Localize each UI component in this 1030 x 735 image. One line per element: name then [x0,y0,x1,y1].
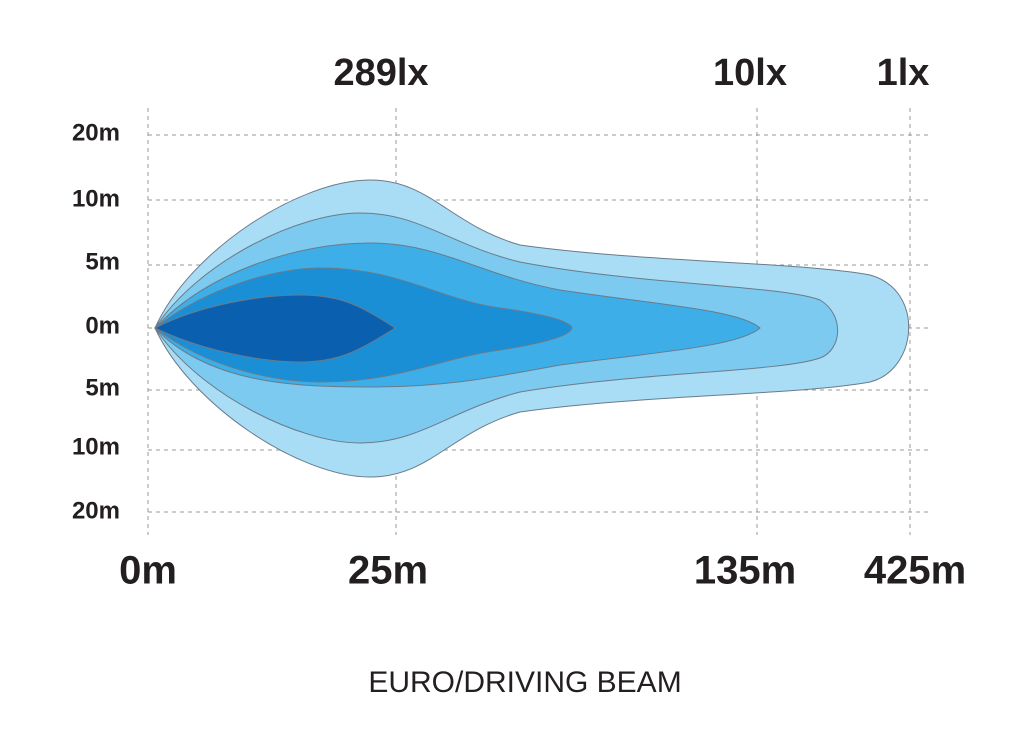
lux-label: 10lx [713,52,787,94]
contour-inner [153,294,396,363]
x-label: 135m [694,549,796,593]
beam-contours [153,179,910,478]
lux-labels: 289lx 10lx 1lx [333,52,929,94]
x-labels: 0m 25m 135m 425m [119,549,966,593]
x-label: 0m [119,549,177,593]
y-label: 5m [85,374,120,401]
y-label: 20m [72,497,120,524]
y-label: 10m [72,433,120,460]
y-label: 10m [72,185,120,212]
x-label: 425m [864,549,966,593]
caption: EURO/DRIVING BEAM [368,666,681,699]
x-label: 25m [348,549,428,593]
y-label: 20m [72,119,120,146]
lux-label: 1lx [877,52,930,94]
lux-label: 289lx [333,52,428,94]
y-label: 5m [85,248,120,275]
y-label: 0m [85,312,120,339]
y-labels: 20m 10m 5m 0m 5m 10m 20m [72,119,120,524]
